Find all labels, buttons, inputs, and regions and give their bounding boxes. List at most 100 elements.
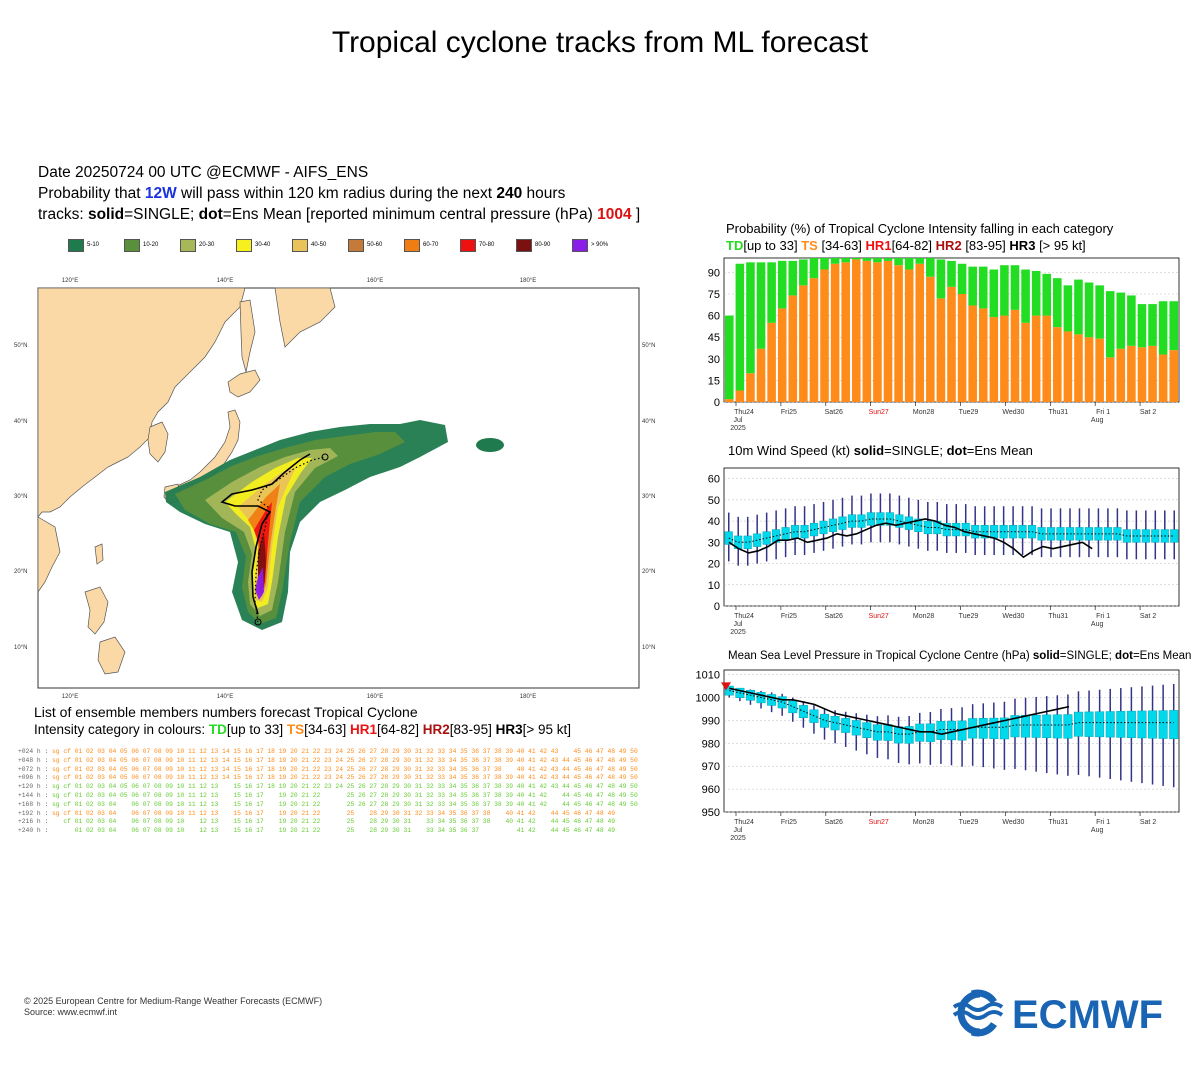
ens-box	[978, 718, 988, 739]
ens-box	[820, 713, 830, 728]
plot-frame	[723, 467, 1180, 607]
x-tick-label: Sat26	[825, 613, 843, 620]
legend-td-range: [up to 33]	[743, 238, 798, 253]
track-end-marker	[321, 453, 329, 461]
bar-td	[862, 258, 872, 261]
bar-ts	[1116, 348, 1126, 402]
lon-label-top: 180°E	[520, 278, 536, 284]
ens-box	[989, 717, 999, 739]
bar-ts	[788, 295, 798, 402]
x-tick-label: Aug	[1091, 621, 1104, 628]
ensemble-row-label: +192 h :	[18, 809, 53, 817]
bar-td	[1137, 304, 1147, 348]
ens-box	[999, 717, 1009, 740]
bar-td	[1031, 270, 1041, 316]
cat-td-range: [up to 33]	[226, 722, 284, 737]
cat-hr1: HR1	[349, 722, 377, 737]
ens-box	[1010, 715, 1020, 738]
wind-chart-title: 10m Wind Speed (kt) solid=SINGLE; dot=En…	[728, 443, 1033, 458]
y-tick-label: 1000	[696, 692, 720, 704]
legend-hr1: HR1	[865, 238, 892, 253]
bar-td	[936, 259, 946, 299]
lat-label-left: 10°N	[14, 645, 27, 651]
y-tick-label: 980	[702, 738, 720, 750]
ensemble-row-label: +216 h :	[18, 818, 53, 826]
bar-td	[1042, 273, 1052, 316]
bar-td	[799, 259, 808, 286]
x-tick-label: Sun27	[869, 409, 889, 416]
track-single	[220, 453, 311, 615]
ens-box	[915, 723, 925, 742]
x-tick-label: Thu31	[1048, 613, 1068, 620]
legend-swatch	[292, 238, 308, 252]
x-tick-label: Sat 2	[1140, 613, 1156, 620]
bar-td	[1169, 301, 1178, 351]
ens-box	[1063, 714, 1073, 739]
bar-td	[725, 315, 734, 400]
lat-label-right: 20°N	[642, 569, 655, 575]
bar-ts	[989, 317, 999, 402]
initial-pressure-marker	[721, 682, 731, 691]
ensemble-row-label: +120 h :	[18, 783, 53, 791]
bar-ts	[862, 260, 872, 402]
bar-td	[894, 258, 903, 266]
x-tick-label: Fri25	[781, 613, 797, 620]
lat-label-right: 10°N	[642, 645, 655, 651]
legend-label: 80-90	[535, 242, 551, 248]
y-tick-label: 10	[708, 580, 720, 592]
bar-ts	[968, 305, 977, 402]
lon-label-top: 120°E	[62, 278, 78, 284]
ens-box	[1105, 711, 1115, 738]
ensemble-row-label: +072 h :	[18, 765, 53, 773]
ensemble-row-members: 01 02 03 04 06 07 08 09 10 12 13 15 16 1…	[52, 827, 616, 835]
tracks-text-post: =Ens Mean [reported minimum central pres…	[222, 206, 598, 223]
ensemble-row: +072 h : sg cf 01 02 03 04 05 06 07 08 0…	[18, 766, 638, 775]
x-tick-label: 2025	[730, 425, 746, 432]
legend-swatch	[124, 238, 140, 252]
storm-id: 12W	[144, 185, 177, 202]
tracks-text-mid: =SINGLE;	[124, 206, 199, 223]
ensemble-row-label: +144 h :	[18, 791, 53, 799]
bar-ts	[873, 262, 882, 402]
bar-td	[1053, 278, 1062, 328]
sakhalin	[239, 299, 256, 373]
legend-item: 20-30	[180, 236, 236, 254]
cat-hr1-range: [64-82]	[376, 722, 420, 737]
bar-ts	[735, 390, 745, 402]
legend-item: 50-60	[348, 236, 404, 254]
ecmwf-logo-text: ECMWF	[1012, 993, 1163, 1037]
bar-td	[1148, 304, 1157, 346]
ensemble-row-members: sg cf 01 02 03 04 05 06 07 08 09 10 11 1…	[52, 783, 638, 791]
lat-label-right: 50°N	[642, 343, 655, 349]
legend-swatch	[348, 238, 364, 252]
ecmwf-logo: ECMWF	[952, 989, 1163, 1037]
y-tick-label: 15	[708, 375, 720, 387]
ens-box	[1158, 710, 1168, 739]
ens-box	[1095, 711, 1105, 738]
y-tick-label: 75	[708, 289, 720, 301]
bar-ts	[1158, 354, 1168, 402]
bar-ts	[947, 286, 956, 402]
ensemble-row-members: sg cf 01 02 03 04 05 06 07 08 09 10 11 1…	[52, 765, 638, 773]
ens-box	[1103, 527, 1112, 541]
x-tick-label: Sun27	[869, 613, 889, 620]
tracks-text-pre: tracks:	[38, 206, 88, 223]
lat-label-left: 30°N	[14, 494, 27, 500]
bar-td	[1010, 265, 1020, 310]
lon-label-bottom: 180°E	[520, 694, 536, 700]
cat-hr2: HR2	[422, 722, 450, 737]
cat-ts-range: [34-63]	[304, 722, 347, 737]
legend-swatch	[236, 238, 252, 252]
ens-box	[1126, 710, 1136, 738]
probability-contour	[175, 432, 405, 624]
ens-box	[942, 522, 951, 537]
y-tick-label: 60	[708, 474, 720, 486]
y-tick-label: 45	[708, 332, 720, 344]
y-tick-label: 970	[702, 761, 720, 773]
probability-contour-isolated	[476, 438, 504, 452]
legend-item: 60-70	[404, 236, 460, 254]
ens-box	[841, 718, 851, 733]
